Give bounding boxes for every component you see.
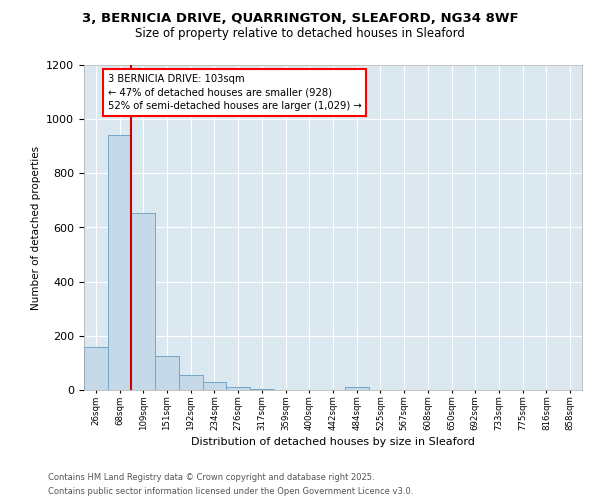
Bar (131, 212, 155, 390)
Bar (179, 374, 203, 390)
Bar (203, 382, 226, 390)
Text: 3 BERNICIA DRIVE: 103sqm
← 47% of detached houses are smaller (928)
52% of semi-: 3 BERNICIA DRIVE: 103sqm ← 47% of detach… (108, 74, 361, 111)
Text: Contains public sector information licensed under the Open Government Licence v3: Contains public sector information licen… (48, 488, 413, 496)
Bar (226, 388, 250, 390)
Text: Contains HM Land Registry data © Crown copyright and database right 2025.: Contains HM Land Registry data © Crown c… (48, 472, 374, 482)
X-axis label: Distribution of detached houses by size in Sleaford: Distribution of detached houses by size … (191, 438, 475, 448)
Bar (250, 388, 274, 390)
Bar (345, 388, 368, 390)
Text: 3, BERNICIA DRIVE, QUARRINGTON, SLEAFORD, NG34 8WF: 3, BERNICIA DRIVE, QUARRINGTON, SLEAFORD… (82, 12, 518, 26)
Text: Size of property relative to detached houses in Sleaford: Size of property relative to detached ho… (135, 28, 465, 40)
Bar (155, 356, 179, 390)
Y-axis label: Number of detached properties: Number of detached properties (31, 146, 41, 310)
Bar (108, 136, 131, 390)
Bar (84, 346, 108, 390)
